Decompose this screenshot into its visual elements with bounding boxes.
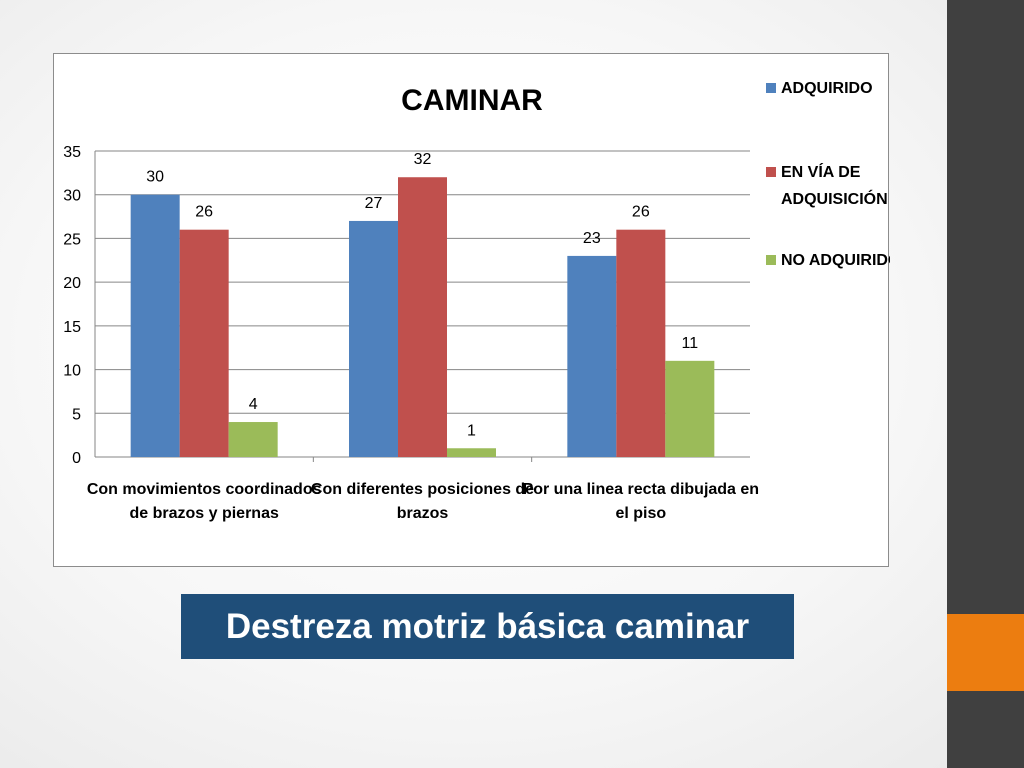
y-tick-label: 15 (63, 319, 81, 336)
bar-chart: CAMINAR 0 5 10 15 20 25 30 35 30 26 4 Con movimiento… (63, 80, 890, 522)
legend-label: ADQUISICIÓN (781, 189, 888, 208)
y-tick-label: 25 (63, 231, 81, 248)
side-accent-block (947, 614, 1024, 691)
data-label: 23 (583, 230, 601, 247)
data-label: 1 (467, 422, 476, 439)
data-label: 26 (632, 204, 650, 221)
data-label: 27 (365, 195, 383, 212)
y-tick-label: 35 (63, 144, 81, 161)
bar (665, 360, 715, 457)
data-label: 4 (249, 396, 258, 413)
y-tick-label: 30 (63, 188, 81, 205)
x-tick-label: Con diferentes posiciones de (311, 481, 534, 498)
x-tick-label: el piso (615, 505, 666, 522)
slide-caption: Destreza motriz básica caminar (181, 594, 794, 659)
chart-title: CAMINAR (401, 84, 543, 117)
data-label: 32 (414, 151, 432, 168)
bar (179, 229, 229, 457)
y-tick-label: 5 (72, 406, 81, 423)
y-tick-label: 20 (63, 275, 81, 292)
bar (130, 194, 180, 457)
chart-frame: CAMINAR 0 5 10 15 20 25 30 35 30 26 4 Con movimiento… (53, 53, 890, 567)
data-label: 11 (682, 335, 699, 352)
legend-swatch (766, 255, 776, 265)
x-tick-label: Por una linea recta dibujada en (523, 481, 760, 498)
y-tick-label: 10 (63, 363, 81, 380)
data-label: 30 (146, 169, 164, 186)
x-tick-label: Con movimientos coordinados (87, 481, 322, 498)
legend-swatch (766, 83, 776, 93)
x-tick-label: de brazos y piernas (129, 505, 278, 522)
y-tick-label: 0 (72, 450, 81, 467)
legend-swatch (766, 167, 776, 177)
legend-label: EN VÍA DE (781, 162, 861, 181)
bar (398, 177, 447, 457)
legend-label: ADQUIRIDO (781, 80, 873, 97)
x-tick-label: brazos (397, 505, 449, 522)
data-label: 26 (195, 204, 213, 221)
legend-label: NO ADQUIRIDO (781, 252, 890, 269)
bar (228, 422, 278, 457)
bar (567, 255, 617, 457)
bar (616, 229, 666, 457)
bar (447, 448, 496, 457)
bar (349, 220, 398, 457)
